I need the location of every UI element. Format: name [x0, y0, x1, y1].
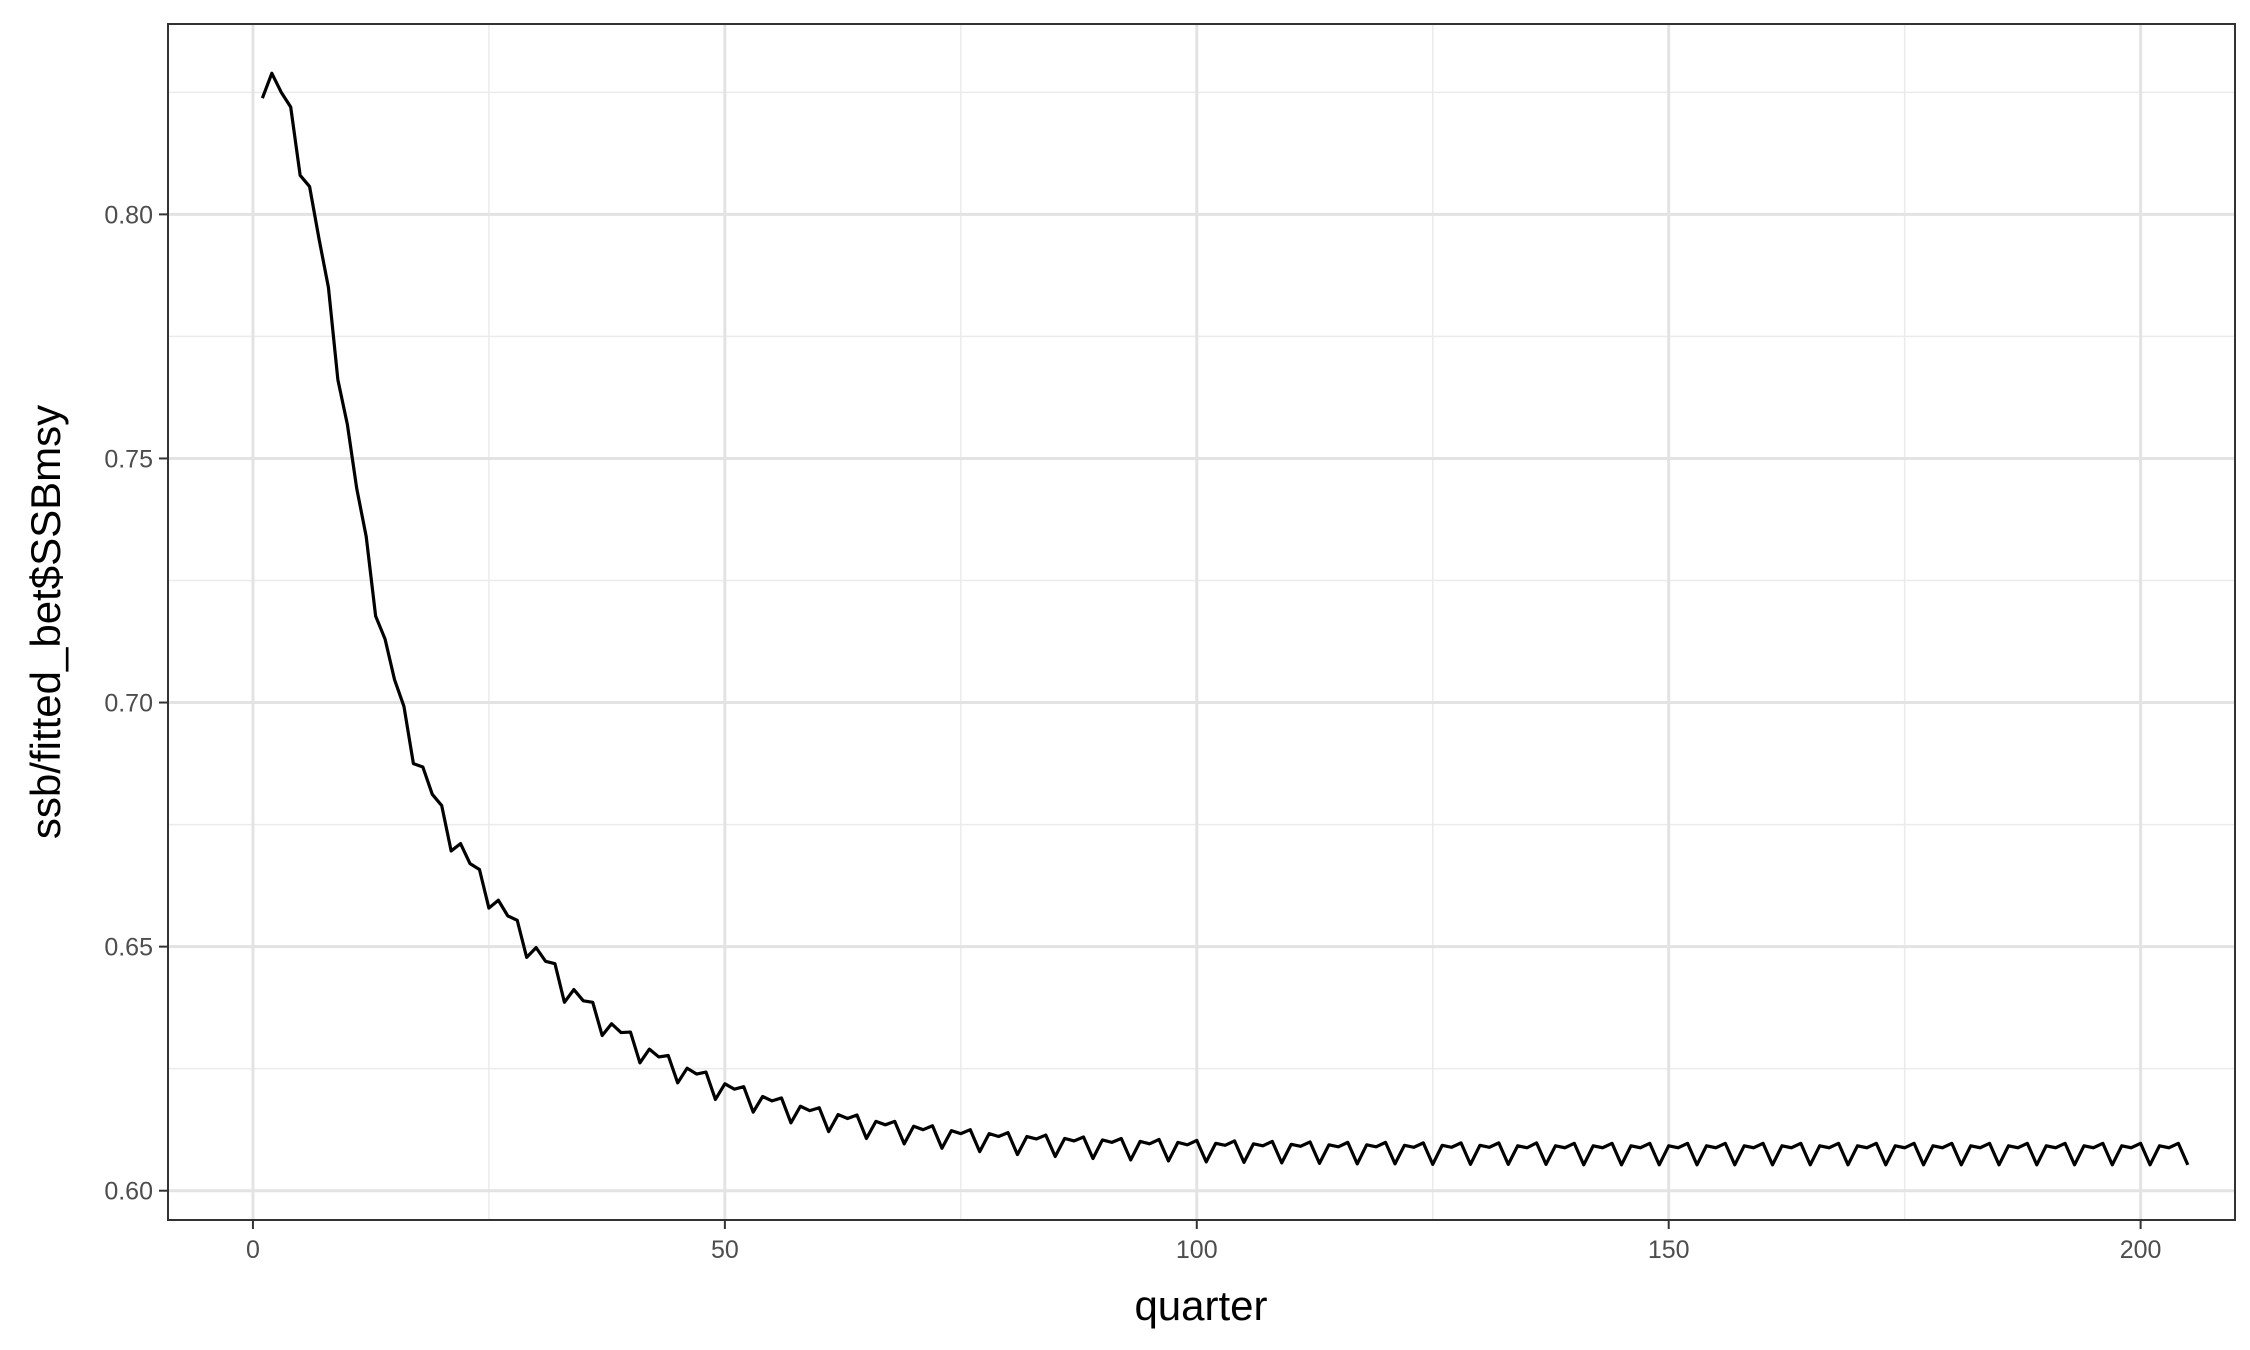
x-tick-label: 50	[711, 1236, 739, 1264]
series-line	[260, 71, 2190, 1167]
x-tick-label: 200	[2120, 1236, 2162, 1264]
y-axis: 0.60 0.65 0.70 0.75 0.80	[104, 201, 168, 1206]
y-tick-label: 0.60	[104, 1178, 153, 1206]
x-tick-label: 100	[1176, 1236, 1218, 1264]
major-gridlines	[168, 24, 2235, 1220]
plot-panel-border	[167, 23, 2236, 1221]
plot-panel	[168, 24, 2235, 1220]
y-tick-label: 0.75	[104, 445, 153, 473]
x-tick-label: 0	[246, 1236, 260, 1264]
y-tick-label: 0.70	[104, 690, 153, 718]
x-axis-title: quarter	[1134, 1282, 1267, 1329]
x-axis: 0 50 100 150 200	[246, 1220, 2161, 1264]
y-tick-label: 0.80	[104, 201, 153, 229]
x-tick-label: 150	[1648, 1236, 1690, 1264]
minor-gridlines	[168, 24, 2235, 1220]
y-axis-title: ssb/fitted_bet$SSBmsy	[22, 405, 69, 839]
series-layer	[260, 71, 2190, 1167]
y-tick-label: 0.65	[104, 934, 153, 962]
